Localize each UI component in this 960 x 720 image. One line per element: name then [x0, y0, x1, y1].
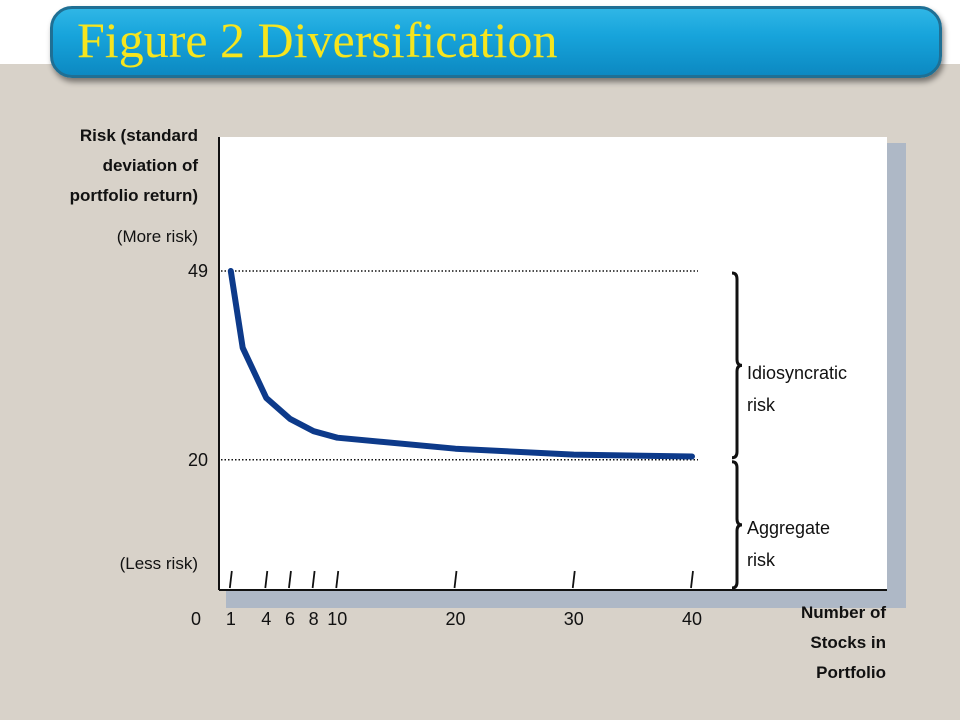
annotation-brace-0: [731, 271, 743, 460]
more-risk-label: (More risk): [116, 227, 198, 246]
y-axis-title-line: portfolio return): [69, 186, 198, 205]
x-tick-mark: [228, 570, 233, 589]
x-origin-label: 0: [191, 609, 201, 629]
x-tick-mark: [335, 570, 340, 589]
annotation-line: risk: [747, 550, 775, 570]
title-banner: Figure 2 Diversification: [50, 6, 942, 78]
x-axis-title-line: Number of: [801, 603, 886, 622]
less-risk-label: (Less risk): [119, 554, 198, 573]
x-tick-label: 40: [682, 609, 702, 629]
x-tick-mark: [453, 570, 458, 589]
x-tick-label: 20: [445, 609, 465, 629]
x-tick-mark: [690, 570, 694, 589]
x-tick-mark: [288, 570, 292, 589]
x-axis-title-line: Stocks in: [810, 633, 886, 652]
x-tick-label: 30: [564, 609, 584, 629]
aggregate-risk-label: Aggregate risk: [747, 512, 897, 576]
x-tick-label: 6: [285, 609, 295, 629]
annotation-line: Idiosyncratic: [747, 363, 848, 383]
y-axis-title: Risk (standard deviation of portfolio re…: [70, 121, 198, 211]
x-tick-label: 10: [327, 609, 347, 629]
slide-title: Figure 2 Diversification: [77, 12, 558, 68]
y-axis-title-line: deviation of: [102, 156, 198, 175]
y-axis-title-line: Risk (standard: [79, 126, 198, 145]
annotation-brace-1: [731, 460, 743, 590]
risk-line: [227, 268, 695, 460]
plot-area: [219, 137, 887, 590]
y-tick-label: 20: [188, 450, 208, 470]
y-tick-label: 49: [188, 261, 208, 281]
x-tick-label: 4: [261, 609, 271, 629]
annotation-line: Aggregate: [747, 518, 831, 538]
x-axis-title: Number of Stocks in Portfolio: [736, 598, 886, 688]
annotation-line: risk: [747, 395, 775, 415]
idiosyncratic-risk-label: Idiosyncratic risk: [747, 357, 897, 421]
x-tick-mark: [264, 570, 269, 589]
x-tick-mark: [571, 570, 576, 589]
x-tick-label: 1: [226, 609, 236, 629]
x-tick-mark: [311, 570, 316, 589]
x-tick-label: 8: [309, 609, 319, 629]
x-axis-title-line: Portfolio: [816, 663, 886, 682]
